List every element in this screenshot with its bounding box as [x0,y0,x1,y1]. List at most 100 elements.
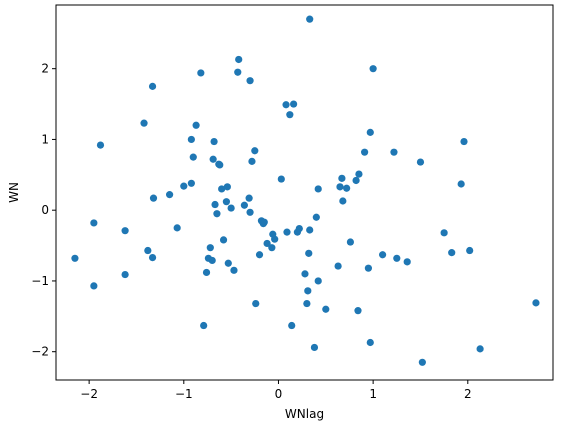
data-point [90,282,98,290]
data-point [314,277,322,285]
plot-frame [55,4,554,381]
data-point [286,111,294,119]
data-point [532,299,540,307]
data-point [334,262,342,270]
data-point [336,183,344,191]
x-axis-label: WNlag [285,407,324,421]
data-point [71,254,79,262]
data-point [440,229,448,237]
data-point [268,244,276,252]
data-point [200,321,208,330]
data-point [209,155,217,163]
x-tick-label: 0 [275,387,283,401]
data-point [218,185,226,193]
data-point [343,184,351,192]
data-point [355,170,363,178]
x-tick-label: −2 [80,387,98,401]
data-point [144,246,152,255]
data-point [361,148,369,156]
data-point [245,194,253,202]
data-point [180,182,188,190]
data-point [240,201,248,209]
data-point [121,270,129,279]
data-point [224,259,232,267]
x-axis-ticks: −2 −1 0 1 2 [80,380,472,401]
data-point [248,157,256,165]
data-point [390,148,398,156]
data-point [282,101,290,109]
data-point [187,179,195,187]
data-point [235,55,243,64]
data-point [90,219,98,227]
data-point [192,121,200,129]
data-point [364,264,372,272]
data-point [288,321,296,330]
data-point [263,239,271,248]
data-point [246,208,254,216]
x-tick-label: 2 [464,387,472,401]
data-point [403,258,411,266]
data-point [173,224,181,232]
data-point [149,194,158,202]
data-point [211,200,219,209]
points-layer [71,15,540,366]
data-point [197,69,205,77]
data-point [96,141,105,149]
data-point [277,175,285,183]
data-point [222,198,230,206]
y-axis-label: WN [7,182,21,203]
data-point [339,197,347,205]
data-point [476,345,484,353]
data-point [354,307,362,315]
data-point [251,147,259,155]
data-point [283,228,291,236]
data-point [379,251,387,259]
data-point [416,158,425,166]
data-point [314,185,322,193]
data-point [306,226,314,234]
data-point [260,218,268,226]
data-point [305,249,313,257]
data-point [310,343,319,352]
data-point [213,210,221,218]
data-point [346,238,355,246]
data-point [466,246,474,255]
data-point [303,299,311,308]
data-point [306,15,314,23]
data-point [148,82,157,90]
data-point [216,161,224,169]
data-point [393,254,401,262]
data-point [448,249,456,257]
data-point [322,305,330,313]
data-point [366,338,374,347]
data-point [312,213,320,221]
data-point [187,135,195,144]
y-tick-label: 1 [41,132,49,146]
data-point [301,270,309,278]
y-tick-label: 2 [41,62,49,76]
data-point [208,256,216,265]
data-point [140,119,148,127]
y-tick-label: 0 [41,203,49,217]
x-tick-label: −1 [175,387,193,401]
data-point [223,183,231,191]
data-point [148,253,157,262]
data-point [219,236,228,244]
data-point [255,251,264,259]
data-point [121,227,129,235]
data-point [366,128,374,136]
data-point [457,180,465,188]
data-point [234,68,242,76]
data-point [352,176,360,185]
data-point [338,174,346,182]
x-tick-label: 1 [369,387,377,401]
data-point [246,77,254,85]
data-point [460,137,468,146]
data-point [210,137,218,146]
y-axis-ticks: −2 −1 0 1 2 [31,62,56,359]
data-point [295,224,303,233]
data-point [166,191,174,199]
data-point [202,268,211,277]
data-point [369,65,377,73]
